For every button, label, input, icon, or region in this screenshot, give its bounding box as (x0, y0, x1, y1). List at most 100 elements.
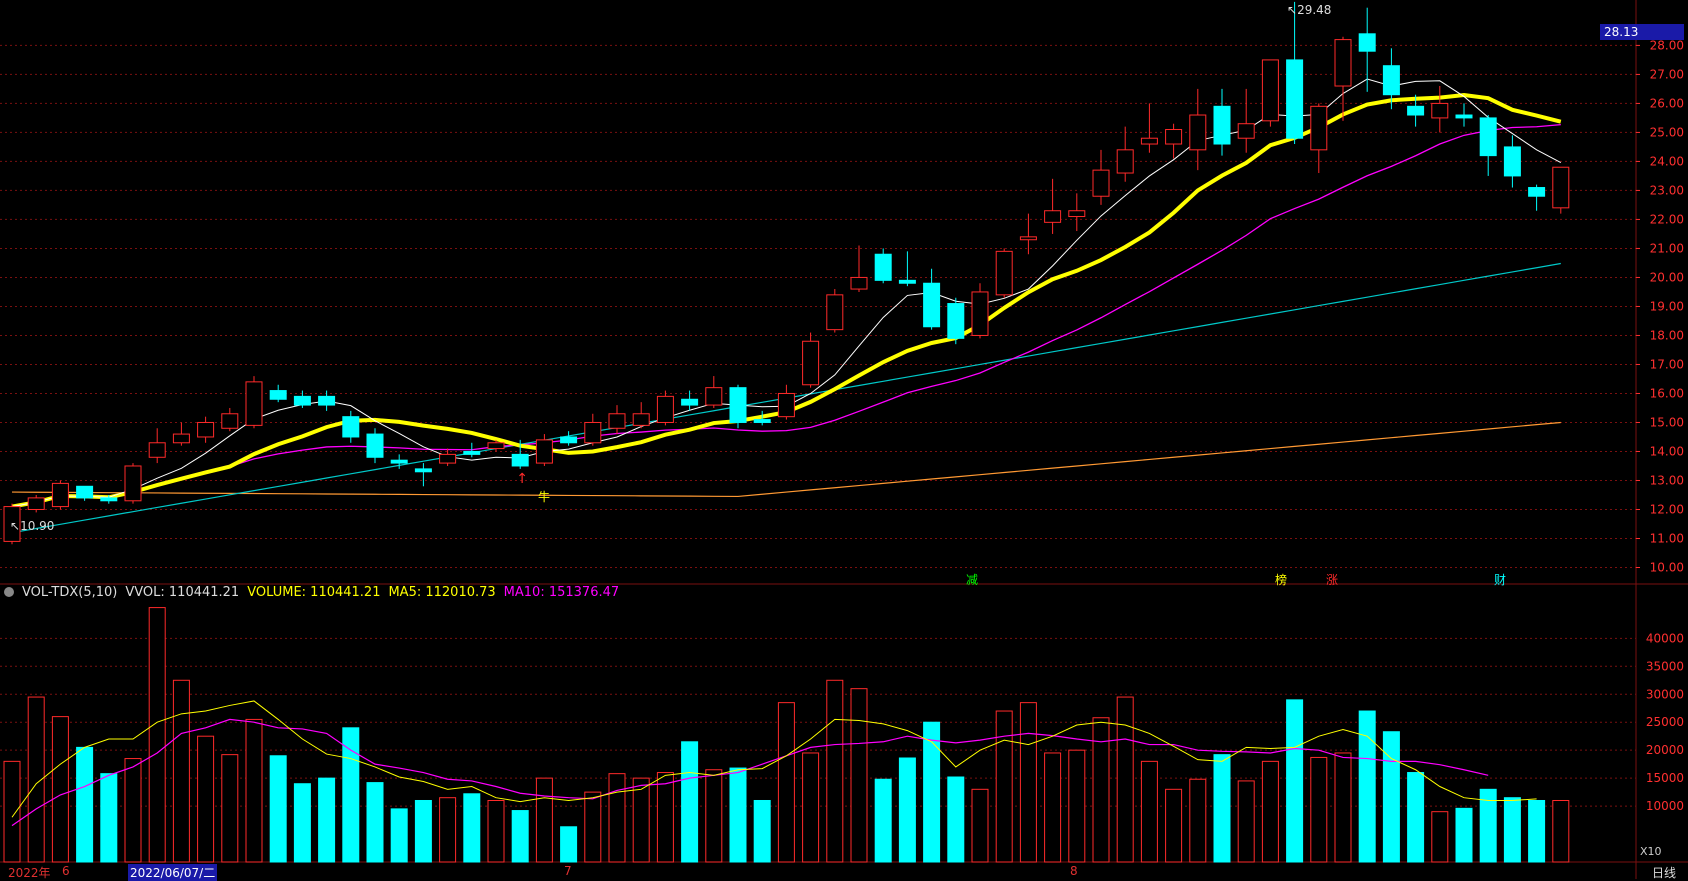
current-price-tag: 28.13 (1600, 24, 1684, 40)
volume-bar (1213, 754, 1231, 863)
price-tick-label: 24.00 (1650, 154, 1684, 168)
candle-body (608, 413, 626, 429)
price-tick-label: 14.00 (1650, 444, 1684, 458)
volume-bar (221, 754, 239, 863)
volume-bar (3, 760, 21, 863)
candle-body (1528, 187, 1546, 197)
indicator-name[interactable]: VOL-TDX(5,10) (22, 585, 118, 600)
candle-body (511, 453, 529, 467)
candle-body (51, 482, 69, 508)
indicator-menu-icon[interactable] (4, 586, 14, 597)
candle-body (1213, 105, 1231, 145)
volume-bar (1019, 702, 1037, 863)
buy-arrow-marker: ↑ (516, 471, 528, 487)
volume-bar (100, 773, 118, 863)
month-7-label: 7 (564, 864, 572, 878)
price-tick-label: 27.00 (1650, 67, 1684, 81)
candle-body (172, 433, 190, 444)
candle-body (1189, 114, 1207, 151)
volume-bar (1431, 811, 1449, 863)
volume-bar (535, 777, 553, 863)
cursor-date-label: 2022/06/07/二 (128, 864, 218, 881)
price-tick-label: 19.00 (1650, 299, 1684, 313)
volume-bar (148, 607, 166, 863)
price-tick-label: 23.00 (1650, 183, 1684, 197)
volume-bar (1358, 710, 1376, 863)
candle-body (463, 450, 481, 455)
volume-bar (1189, 778, 1207, 863)
volume-bar (318, 777, 336, 863)
volume-bar (1310, 756, 1328, 863)
price-tick-label: 11.00 (1650, 531, 1684, 545)
year-label: 2022年 (8, 866, 51, 880)
candle-body (148, 442, 166, 458)
marker-zhang[interactable]: 涨 (1326, 573, 1339, 587)
volume-bar (1407, 772, 1425, 863)
volume-bar (995, 710, 1013, 863)
volume-bar (1382, 731, 1400, 863)
volume-tick-label: 40000 (1646, 631, 1684, 645)
volume-bar (1503, 797, 1521, 863)
price-tick-label: 10.00 (1650, 560, 1684, 574)
volume-bar (269, 755, 287, 863)
candle-body (27, 497, 45, 510)
volume-bar (293, 783, 311, 863)
candle-body (124, 465, 142, 502)
volume-tick-label: 35000 (1646, 659, 1684, 673)
candle-body (995, 250, 1013, 296)
period-daily-label[interactable]: 日线 (1652, 866, 1677, 880)
vvol-value: VVOL: 110441.21 (125, 585, 240, 600)
candle-body (1116, 149, 1134, 174)
volume-bar (681, 741, 699, 863)
volume-bar (1116, 696, 1134, 863)
volume-bar (27, 696, 45, 863)
marker-jian[interactable]: 减 (966, 573, 979, 587)
ma10-line (11, 92, 1562, 509)
price-tick-label: 12.00 (1650, 502, 1684, 516)
volume-ma5-line (11, 700, 1537, 818)
volume-bar (197, 735, 215, 863)
volume-bar (342, 727, 360, 863)
candle-body (1092, 169, 1110, 197)
volume-bar (656, 772, 674, 863)
month-8-label: 8 (1070, 864, 1078, 878)
volume-bar (1140, 760, 1158, 863)
candle-body (1382, 65, 1400, 96)
candle-body (487, 442, 505, 450)
candle-body (1334, 39, 1352, 87)
candle-body (342, 416, 360, 438)
candle-body (318, 395, 336, 406)
candle-body (414, 468, 432, 473)
volume-bar (729, 767, 747, 863)
candle-body (3, 506, 21, 542)
candle-body (1044, 210, 1062, 223)
candle-body (76, 485, 94, 499)
volume-indicator-header: VOL-TDX(5,10) VVOL: 110441.21 VOLUME: 1104… (4, 585, 627, 600)
candle-body (269, 390, 287, 400)
volume-bar (753, 799, 771, 863)
marker-bang[interactable]: 榜 (1275, 573, 1288, 587)
price-tick-label: 26.00 (1650, 96, 1684, 110)
volume-unit-label: X10 (1640, 845, 1662, 858)
marker-cai[interactable]: 财 (1494, 573, 1507, 587)
candle-body (1479, 117, 1497, 157)
candle-body (850, 276, 868, 290)
volume-bar (923, 721, 941, 863)
marker-niu[interactable]: 牛 (538, 490, 551, 504)
candle-body (681, 398, 699, 406)
candle-body (197, 421, 215, 438)
candle-body (1140, 137, 1158, 145)
candle-body (1310, 105, 1328, 151)
volume-bar (1528, 799, 1546, 863)
volume-bar (1261, 760, 1279, 863)
price-tick-label: 16.00 (1650, 386, 1684, 400)
volume-bar (632, 777, 650, 863)
high-price-label: ↖29.48 (1287, 3, 1332, 17)
volume-bar (874, 778, 892, 863)
candle-body (826, 294, 844, 331)
candle-body (100, 497, 118, 502)
volume-bar (124, 758, 142, 863)
volume-bar (802, 752, 820, 863)
price-tick-label: 22.00 (1650, 212, 1684, 226)
